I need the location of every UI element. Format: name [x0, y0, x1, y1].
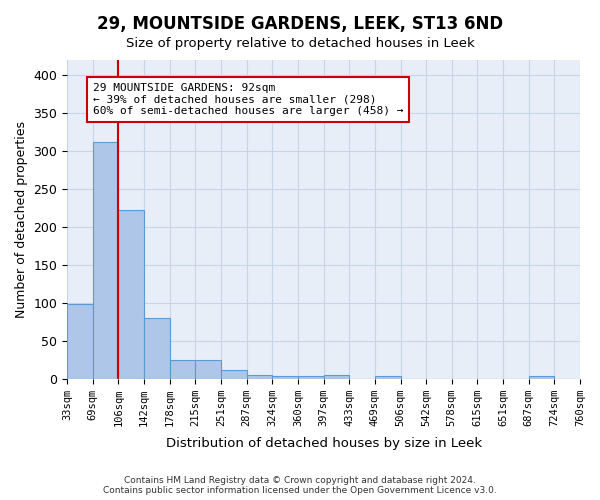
Bar [247, 375, 272, 378]
Y-axis label: Number of detached properties: Number of detached properties [15, 121, 28, 318]
Bar [170, 360, 196, 378]
Text: 29 MOUNTSIDE GARDENS: 92sqm
← 39% of detached houses are smaller (298)
60% of se: 29 MOUNTSIDE GARDENS: 92sqm ← 39% of det… [93, 83, 403, 116]
Bar [375, 376, 401, 378]
Bar [221, 370, 247, 378]
Bar [144, 318, 170, 378]
Bar [529, 376, 554, 378]
Bar [93, 142, 118, 378]
Bar [118, 210, 144, 378]
Text: 29, MOUNTSIDE GARDENS, LEEK, ST13 6ND: 29, MOUNTSIDE GARDENS, LEEK, ST13 6ND [97, 15, 503, 33]
Bar [272, 376, 298, 378]
Bar [298, 376, 323, 378]
Text: Size of property relative to detached houses in Leek: Size of property relative to detached ho… [125, 38, 475, 51]
Text: Contains HM Land Registry data © Crown copyright and database right 2024.
Contai: Contains HM Land Registry data © Crown c… [103, 476, 497, 495]
Bar [67, 304, 93, 378]
X-axis label: Distribution of detached houses by size in Leek: Distribution of detached houses by size … [166, 437, 482, 450]
Bar [323, 375, 349, 378]
Bar [196, 360, 221, 378]
